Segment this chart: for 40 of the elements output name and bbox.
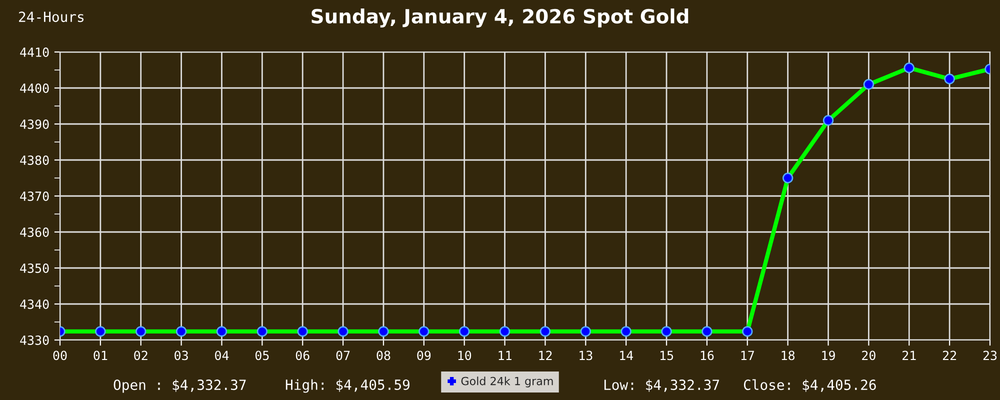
x-tick-label: 11: [498, 350, 512, 360]
x-tick-label: 21: [902, 350, 916, 360]
x-tick-label: 23: [983, 350, 997, 360]
y-tick-label: 4380: [20, 156, 49, 165]
y-tick-label: 4410: [20, 48, 49, 57]
x-tick-label: 04: [215, 350, 229, 360]
x-tick-label: 05: [255, 350, 269, 360]
x-tick-label: 20: [862, 350, 876, 360]
x-tick-label: 08: [376, 350, 390, 360]
y-tick-label: 4370: [20, 192, 49, 201]
text: Close: $4,405.26: [744, 379, 876, 392]
x-tick-label: 00: [53, 350, 67, 360]
chart-subtitle: 24-Hours: [19, 12, 84, 22]
y-tick-label: 4340: [20, 300, 49, 309]
text: Open : $4,332.37: [114, 379, 246, 393]
y-tick-label: 4360: [20, 228, 49, 237]
legend-label: Gold 24k 1 gram: [461, 376, 553, 388]
x-tick-label: 09: [417, 350, 431, 360]
x-tick-label: 03: [174, 350, 188, 360]
y-tick-label: 4350: [20, 264, 49, 273]
x-tick-label: 13: [580, 350, 592, 360]
x-tick-label: 12: [539, 350, 552, 360]
x-tick-label: 17: [741, 350, 754, 360]
x-tick-label: 10: [458, 350, 472, 360]
x-tick-label: 14: [620, 350, 634, 360]
text: High: $4,405.59: [286, 379, 410, 393]
y-tick-label: 4400: [20, 84, 49, 93]
x-tick-label: 06: [296, 350, 310, 360]
x-tick-label: 18: [782, 350, 795, 360]
x-tick-label: 02: [134, 350, 148, 360]
x-tick-label: 07: [336, 350, 350, 360]
y-tick-label: 4330: [20, 336, 49, 345]
text: Low: $4,332.37: [604, 379, 720, 392]
x-tick-label: 01: [94, 350, 108, 360]
x-tick-label: 19: [822, 350, 835, 360]
x-tick-label: 22: [942, 350, 956, 360]
y-tick-label: 4390: [20, 120, 49, 129]
x-tick-label: 15: [660, 350, 674, 360]
x-tick-label: 16: [700, 350, 714, 360]
chart-title: Sunday, January 4, 2026 Spot Gold: [312, 8, 688, 28]
